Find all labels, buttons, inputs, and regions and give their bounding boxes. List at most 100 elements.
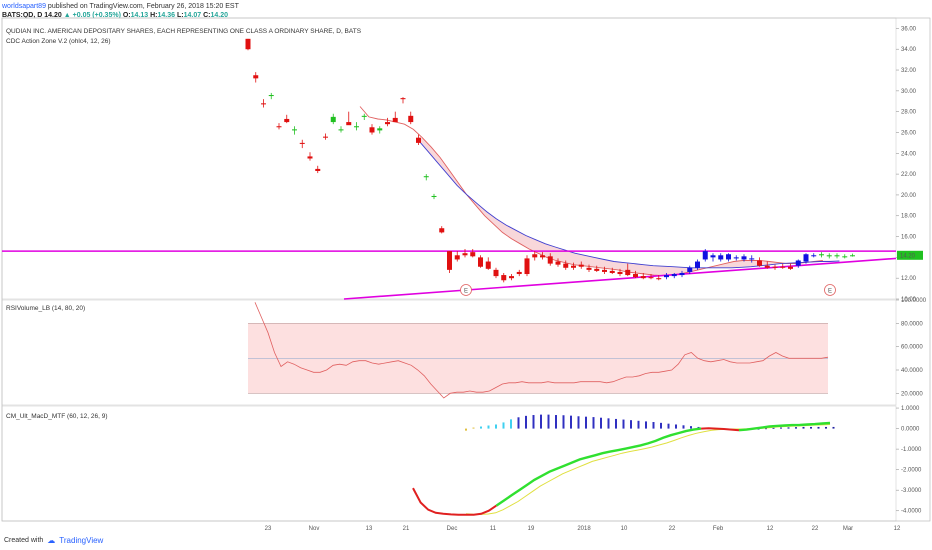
earnings-marker-label: E: [828, 288, 832, 294]
candle-body: [795, 260, 801, 266]
macd-line-red: [412, 487, 497, 516]
candle-body: [842, 256, 848, 258]
candle: [470, 249, 476, 258]
candle-body: [757, 260, 762, 266]
candle: [749, 255, 755, 263]
candle-body: [555, 261, 561, 265]
candle-body: [578, 264, 584, 267]
macd-histogram-bar: [795, 427, 797, 429]
candle-body: [307, 156, 313, 159]
tradingview-logo-icon: ☁: [47, 536, 56, 545]
y-tick-label: 1.0000: [901, 406, 920, 412]
candle: [454, 251, 460, 262]
close-value: 14.20: [210, 12, 229, 19]
x-tick-label: 12: [894, 526, 901, 532]
macd-histogram-bar: [690, 426, 692, 429]
candle-body: [602, 269, 607, 272]
candle-body: [609, 270, 615, 273]
candle-body: [540, 255, 545, 258]
high-label: H:: [150, 12, 158, 19]
candle-body: [501, 275, 507, 281]
macd-histogram-bar: [517, 417, 520, 429]
pane-frame-3: [1, 405, 897, 522]
price-change: +0.05 (+0.35%): [72, 12, 121, 19]
macd-histogram-bar: [630, 420, 632, 429]
macd-histogram-bar: [772, 427, 775, 429]
candle: [625, 263, 631, 277]
x-tick-label: 21: [403, 526, 410, 532]
macd-histogram-bar: [675, 424, 677, 429]
macd-histogram-bar: [825, 426, 827, 429]
candle: [361, 113, 367, 120]
y-tick-label: -1.0000: [901, 447, 922, 453]
candle-body: [524, 258, 530, 275]
candle: [346, 111, 352, 126]
candle: [516, 269, 522, 277]
candle-body: [330, 116, 336, 123]
candle: [315, 165, 321, 174]
candle: [842, 254, 848, 259]
candle-body: [702, 251, 708, 260]
symbol-label[interactable]: BATS:QD, D: [2, 12, 43, 19]
candle-body: [625, 269, 631, 276]
x-tick-label: 23: [265, 526, 272, 532]
macd-histogram-bar: [607, 418, 610, 429]
candle-body: [462, 253, 468, 256]
y-tick-label: 34.00: [901, 47, 917, 53]
candle-body: [679, 272, 685, 276]
candle-body: [485, 261, 491, 269]
candle: [369, 124, 375, 135]
x-tick-label: 13: [366, 526, 373, 532]
tradingview-brand[interactable]: TradingView: [59, 536, 104, 545]
macd-histogram-bar: [525, 415, 527, 429]
candle-body: [563, 263, 569, 268]
candle: [811, 253, 817, 258]
candle: [609, 267, 615, 275]
x-tick-label: 22: [669, 526, 676, 532]
y-tick-label: 40.0000: [901, 368, 923, 374]
macd-histogram-bar: [615, 418, 617, 429]
candle: [392, 111, 398, 123]
macd-histogram-bar: [585, 416, 587, 429]
candle-body: [478, 257, 483, 267]
open-value: 14.13: [130, 12, 149, 19]
candle: [284, 114, 290, 124]
candle: [423, 174, 429, 181]
macd-histogram-bar: [682, 425, 685, 429]
candle-body: [664, 275, 669, 278]
macd-histogram-bar: [532, 415, 535, 429]
candle-body: [245, 38, 251, 50]
author-link[interactable]: worldsapart89: [2, 3, 46, 10]
candle: [323, 133, 328, 140]
earnings-marker-label: E: [464, 288, 468, 294]
candle: [718, 253, 724, 262]
macd-histogram-bar: [510, 419, 512, 429]
candle-body: [788, 266, 793, 269]
open-label: O:: [122, 12, 131, 19]
candle: [664, 272, 669, 280]
x-tick-label: Nov: [309, 526, 320, 532]
candle: [803, 253, 809, 264]
candle-body: [392, 117, 398, 123]
candle: [485, 257, 491, 270]
candle-body: [284, 118, 290, 123]
candle-body: [726, 254, 731, 260]
candle-body: [354, 126, 359, 128]
candle: [656, 275, 662, 281]
change-arrow-icon: ▲: [63, 12, 71, 19]
macd-histogram-bar: [577, 416, 580, 429]
x-tick-label: Feb: [713, 526, 724, 532]
candle-body: [377, 128, 383, 131]
candle-body: [253, 75, 259, 79]
candle-body: [385, 122, 390, 125]
candle-body: [764, 265, 770, 268]
candle: [819, 252, 824, 258]
candle-body: [571, 265, 576, 268]
candle-body: [741, 256, 747, 260]
candle: [679, 270, 685, 278]
rsi-volume-line: [254, 302, 829, 399]
candle-body: [447, 251, 452, 270]
macd-line-green: [495, 427, 702, 507]
